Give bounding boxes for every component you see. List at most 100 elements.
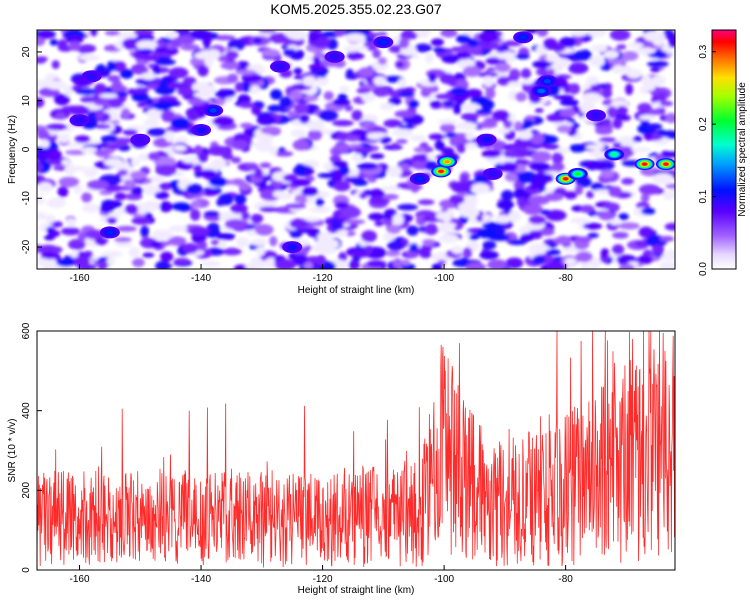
heatmap-cell xyxy=(150,241,163,248)
heatmap-cell xyxy=(159,201,173,213)
heatmap-cell xyxy=(94,83,107,95)
heatmap-cell xyxy=(78,54,100,62)
heatmap-cell xyxy=(58,176,80,188)
heatmap-cell xyxy=(621,177,634,185)
heatmap-cell xyxy=(440,30,458,38)
heatmap-cell xyxy=(101,251,123,258)
heatmap-cell xyxy=(569,30,588,37)
colorbar-label: Normalized spectral amplitude xyxy=(737,82,748,217)
heatmap-cell xyxy=(50,246,63,254)
y-tick-label: 10 xyxy=(21,95,32,107)
heatmap-cell xyxy=(451,245,463,254)
heatmap-cell xyxy=(250,213,264,224)
heatmap-hotspot xyxy=(574,172,581,176)
heatmap-cell xyxy=(269,145,278,156)
heatmap-cell xyxy=(434,140,445,151)
heatmap-cell xyxy=(301,186,319,197)
heatmap-cell xyxy=(227,38,246,51)
heatmap-cell xyxy=(600,248,610,258)
heatmap-cell xyxy=(236,236,250,248)
x-tick-label: -140 xyxy=(191,574,211,585)
heatmap-cell xyxy=(80,95,99,103)
heatmap-cell xyxy=(513,179,523,190)
heatmap-cell xyxy=(517,130,533,140)
heatmap-cell xyxy=(274,151,294,157)
heatmap-cell xyxy=(136,102,147,108)
heatmap-cell xyxy=(45,80,67,90)
heatmap-cell xyxy=(167,81,189,90)
heatmap-cell xyxy=(259,162,272,169)
heatmap-cell xyxy=(241,72,263,83)
heatmap-cell xyxy=(545,53,558,63)
heatmap-cell xyxy=(635,240,650,248)
heatmap-cell xyxy=(330,219,341,231)
heatmap-cell xyxy=(308,63,327,70)
heatmap-cell xyxy=(601,117,612,127)
heatmap-cell xyxy=(154,191,170,200)
heatmap-cell xyxy=(481,222,503,229)
heatmap-cell xyxy=(107,143,120,150)
heatmap-cell xyxy=(643,30,666,42)
heatmap-cell xyxy=(212,116,234,127)
heatmap-hotspot xyxy=(87,73,96,79)
heatmap-cell xyxy=(207,145,230,156)
heatmap-cell xyxy=(81,146,98,154)
heatmap-hotspots xyxy=(69,31,675,254)
heatmap-cell xyxy=(349,52,365,60)
heatmap-cell xyxy=(302,76,317,87)
heatmap-cell xyxy=(68,41,81,51)
heatmap-cell xyxy=(227,73,239,84)
heatmap-cell xyxy=(198,169,218,178)
heatmap-cell xyxy=(192,81,211,91)
heatmap-cell xyxy=(392,258,403,269)
heatmap-cell xyxy=(241,211,250,221)
heatmap-cell xyxy=(540,209,551,215)
heatmap-cell xyxy=(535,44,548,56)
heatmap-cell xyxy=(165,31,177,39)
x-tick-label: -100 xyxy=(434,574,454,585)
heatmap-cell xyxy=(460,112,479,121)
heatmap-cell xyxy=(300,227,320,234)
heatmap-cell xyxy=(581,92,602,104)
y-tick-label: -10 xyxy=(21,191,32,206)
heatmap-cell xyxy=(515,92,527,102)
heatmap-cell xyxy=(656,91,667,103)
y-tick-label: 20 xyxy=(21,46,32,58)
heatmap-cell xyxy=(220,61,240,70)
heatmap-cell xyxy=(423,85,439,93)
heatmap-cell xyxy=(95,64,107,73)
heatmap-cell xyxy=(632,135,643,143)
heatmap-cell xyxy=(198,152,208,163)
heatmap-cell xyxy=(107,75,121,82)
heatmap-cell xyxy=(661,151,675,158)
heatmap-cell xyxy=(254,224,274,236)
heatmap-cell xyxy=(313,52,325,58)
heatmap-cell xyxy=(641,207,656,215)
heatmap-cell xyxy=(155,260,171,269)
heatmap-cell xyxy=(579,101,596,113)
heatmap-cell xyxy=(344,219,366,225)
heatmap-cell xyxy=(89,30,99,37)
heatmap-cell xyxy=(37,163,44,172)
heatmap-cell xyxy=(575,236,593,243)
heatmap-cell xyxy=(408,99,419,109)
heatmap-cell xyxy=(94,150,110,156)
heatmap-cell xyxy=(424,223,438,236)
snr-y-axis-label: SNR (10 * v/v) xyxy=(7,419,18,483)
colorbar-tick-label: 0.1 xyxy=(698,189,709,203)
heatmap-cell xyxy=(467,38,479,48)
heatmap-cell xyxy=(443,100,454,108)
heatmap-cell xyxy=(230,156,242,164)
heatmap-cell xyxy=(456,143,466,154)
heatmap-cell xyxy=(106,217,118,224)
heatmap-cell xyxy=(483,75,494,87)
heatmap-cell xyxy=(70,250,79,258)
heatmap-cell xyxy=(552,152,564,165)
heatmap-cell xyxy=(64,163,76,176)
heatmap-cell xyxy=(173,145,187,152)
heatmap-cell xyxy=(294,163,308,175)
heatmap-cell xyxy=(81,192,92,203)
heatmap-cell xyxy=(608,186,622,198)
heatmap-cell xyxy=(279,193,290,200)
heatmap-cell xyxy=(496,199,514,210)
